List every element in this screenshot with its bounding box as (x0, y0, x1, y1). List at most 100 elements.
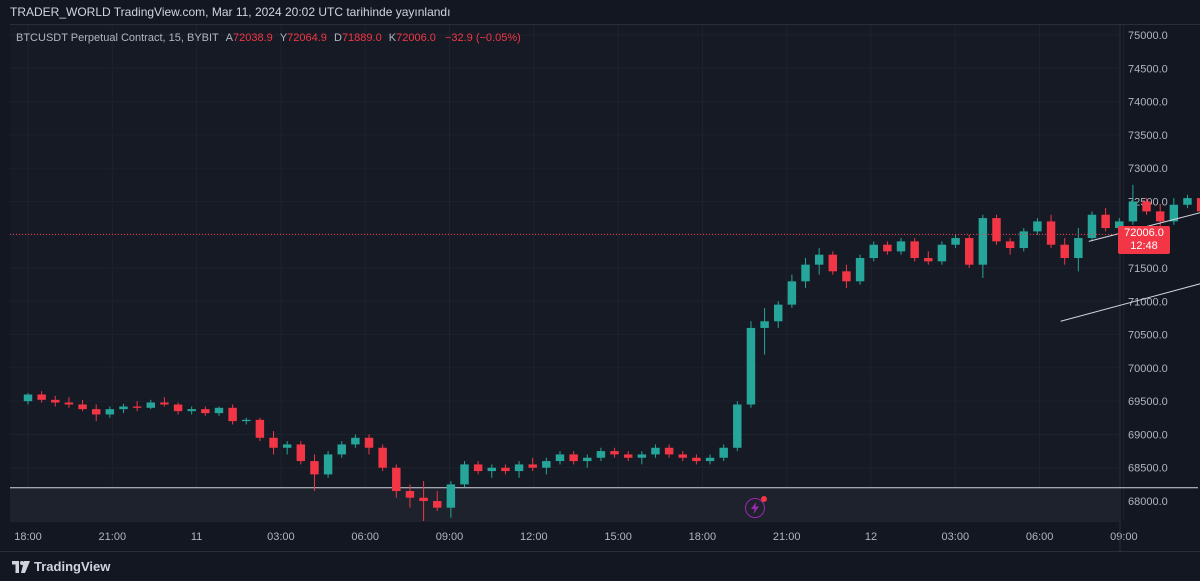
candle-body (1033, 221, 1042, 232)
x-tick-label: 18:00 (14, 531, 42, 543)
y-tick-label: 70500.0 (1128, 330, 1168, 342)
candle-body (855, 258, 865, 282)
candle-body (1101, 214, 1110, 229)
lightning-icon[interactable] (745, 496, 767, 518)
plot-background (10, 25, 1120, 521)
candle-body (337, 444, 346, 455)
candle-body (255, 419, 265, 438)
candle-body (637, 454, 647, 458)
candle-body (228, 407, 237, 422)
candle-body (405, 491, 415, 498)
candle-body (351, 437, 360, 445)
y-tick-label: 74500.0 (1128, 63, 1168, 75)
y-tick-label: 69000.0 (1128, 429, 1168, 441)
candle-body (296, 444, 306, 462)
symbol-name[interactable]: BTCUSDT Perpetual Contract, 15, BYBIT (16, 32, 219, 44)
candle-body (282, 444, 292, 448)
x-tick-label: 11 (191, 531, 202, 543)
chart-area[interactable]: 75000.074500.074000.073500.073000.072500… (10, 24, 1200, 552)
candle-body (760, 321, 769, 328)
x-tick-label: 09:00 (436, 531, 464, 543)
candle-body (132, 406, 142, 408)
candle-body (323, 454, 333, 475)
close-value: 72006.0 (396, 32, 436, 44)
candle-body (842, 271, 851, 282)
candle-body (269, 437, 278, 448)
candle-body (514, 464, 524, 472)
x-tick-label: 06:00 (1026, 531, 1054, 543)
candle-body (869, 244, 878, 259)
candle-body (460, 464, 469, 485)
candle-body (651, 447, 660, 455)
candle-body (419, 497, 428, 502)
candle-body (583, 457, 592, 462)
candle-body (692, 457, 701, 462)
candle-body (37, 394, 46, 400)
candle-body (610, 451, 619, 455)
candle-body (1142, 201, 1151, 212)
last-price-tag: 72006.0 12:48 (1118, 226, 1170, 255)
candle-body (896, 241, 906, 252)
candle-body (733, 404, 742, 448)
candle-body (746, 327, 756, 405)
y-tick-label: 74000.0 (1128, 97, 1168, 109)
candle-body (105, 409, 115, 415)
candle-body (664, 447, 674, 455)
candle-body (487, 467, 497, 472)
candle-body (119, 406, 128, 410)
y-tick-label: 73000.0 (1128, 163, 1168, 175)
y-tick-label: 68500.0 (1128, 463, 1168, 475)
y-tick-label: 68000.0 (1128, 496, 1168, 508)
last-price-value: 72006.0 (1124, 227, 1164, 240)
x-tick-label: 12 (865, 531, 877, 543)
open-label: A (225, 32, 233, 44)
tradingview-brand[interactable]: TradingView (12, 559, 110, 574)
x-tick-label: 03:00 (942, 531, 970, 543)
x-tick-label: 21:00 (99, 531, 127, 543)
candle-body (623, 454, 633, 458)
y-tick-label: 69500.0 (1128, 396, 1168, 408)
candle-body (1005, 241, 1015, 249)
publish-text: TRADER_WORLD TradingView.com, Mar 11, 20… (10, 5, 451, 19)
candle-body (1046, 221, 1056, 245)
candle-body (1128, 201, 1138, 222)
candle-body (787, 281, 797, 305)
candle-body (378, 447, 387, 468)
close-label: K (388, 32, 397, 44)
symbol-legend: BTCUSDT Perpetual Contract, 15, BYBIT A7… (16, 32, 521, 44)
candle-body (242, 419, 251, 422)
candle-body (146, 402, 155, 408)
y-tick-label: 70000.0 (1128, 363, 1168, 375)
y-tick-label: 75000.0 (1128, 30, 1168, 42)
candlestick-chart[interactable]: 75000.074500.074000.073500.073000.072500… (10, 25, 1200, 552)
channel-lower-line (1060, 283, 1200, 322)
x-tick-label: 06:00 (351, 531, 379, 543)
candle-body (473, 464, 483, 472)
x-tick-label: 12:00 (520, 531, 548, 543)
candle-body (814, 254, 824, 265)
candle-body (1115, 221, 1124, 229)
y-tick-label: 73500.0 (1128, 130, 1168, 142)
candle-body (951, 238, 960, 245)
candle-body (64, 402, 74, 405)
candle-body (937, 244, 947, 262)
candle-body (392, 467, 401, 492)
candle-body (569, 454, 578, 462)
candle-body (528, 464, 537, 468)
publish-header: TRADER_WORLD TradingView.com, Mar 11, 20… (0, 0, 1200, 24)
x-tick-label: 03:00 (267, 531, 295, 543)
candle-body (310, 461, 319, 475)
y-tick-label: 71500.0 (1128, 263, 1168, 275)
candle-body (774, 304, 783, 322)
candle-body (1074, 238, 1083, 259)
candle-body (1196, 198, 1200, 212)
open-value: 72038.9 (232, 32, 273, 44)
candle-body (992, 218, 1001, 242)
candle-body (719, 447, 728, 458)
candle-body (160, 402, 169, 405)
brand-name: TradingView (34, 559, 111, 574)
candle-body (446, 484, 456, 508)
x-tick-label: 18:00 (689, 531, 717, 543)
candle-body (1060, 244, 1069, 259)
low-value: 71889.0 (341, 32, 382, 44)
